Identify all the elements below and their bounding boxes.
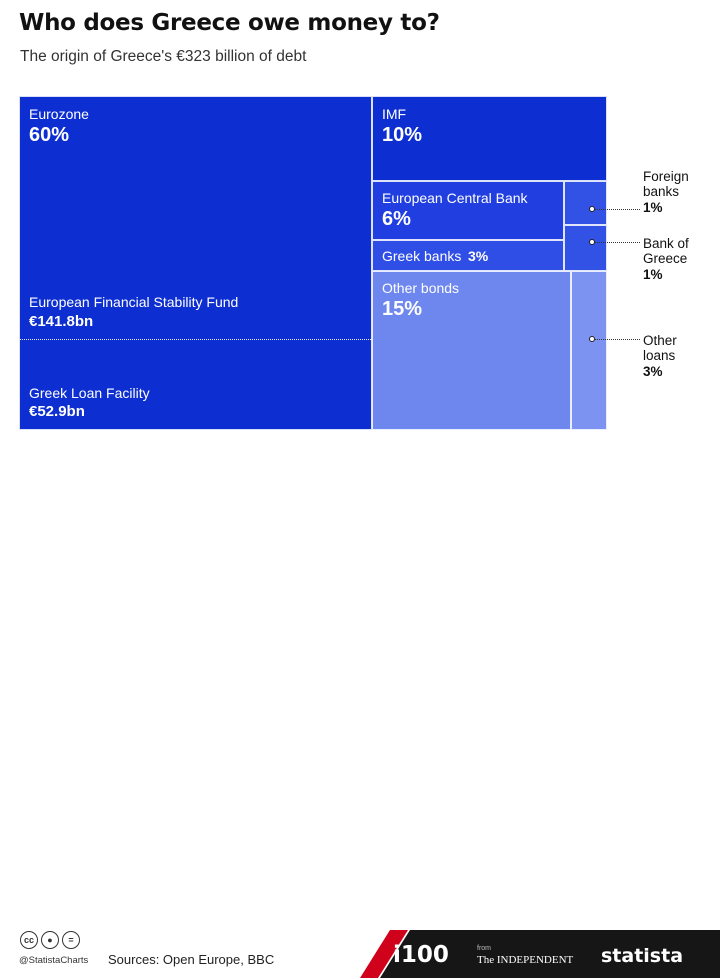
bank-of-greece-leader-dot <box>589 239 595 245</box>
cell-other-bonds <box>372 271 571 430</box>
cc-icon: cc <box>20 931 38 949</box>
other-loans-outside-label: Other loans 3% <box>643 333 677 379</box>
statista-logo[interactable]: statista <box>601 945 684 967</box>
chart-title: Who does Greece owe money to? <box>19 10 440 36</box>
efsf-label: European Financial Stability Fund <box>29 294 239 310</box>
other-bonds-percent: 15% <box>382 298 423 320</box>
imf-label: IMF <box>382 106 407 122</box>
other-loans-leader-dot <box>589 336 595 342</box>
cell-foreign-banks <box>564 181 607 225</box>
cell-european-central-bank <box>372 181 564 240</box>
eurozone-label: Eurozone <box>29 106 89 122</box>
cell-greek-banks <box>372 240 564 271</box>
other-bonds-label: Other bonds <box>382 280 460 296</box>
noderivs-icon: = <box>62 931 80 949</box>
cell-imf <box>372 96 607 181</box>
eurozone-divider <box>20 339 371 340</box>
eurozone-percent: 60% <box>29 124 70 146</box>
foreign-banks-percent: 1% <box>643 200 663 215</box>
treemap: Eurozone 60% European Financial Stability … <box>19 96 689 430</box>
imf-percent: 10% <box>382 124 423 146</box>
independent-logo[interactable]: The INDEPENDENT <box>477 954 574 966</box>
ecb-label: European Central Bank <box>382 190 528 206</box>
greek-banks-percent: 3% <box>468 248 489 264</box>
chart-subtitle: The origin of Greece's €323 billion of d… <box>20 48 307 65</box>
sources-text: Sources: Open Europe, BBC <box>108 952 275 967</box>
foreign-banks-outside-label: Foreign banks 1% <box>643 169 689 215</box>
bank-of-greece-leader-line <box>595 242 640 243</box>
ecb-percent: 6% <box>382 208 411 230</box>
foreign-banks-leader-line <box>595 209 640 210</box>
other-loans-percent: 3% <box>643 364 663 379</box>
by-icon: ● <box>41 931 59 949</box>
from-label: from <box>477 945 491 952</box>
cell-bank-of-greece <box>564 225 607 271</box>
bank-of-greece-outside-label: Bank of Greece 1% <box>643 236 689 282</box>
footer: cc ● = @StatistaCharts Sources: Open Eur… <box>0 465 720 978</box>
license-icons: cc ● = <box>20 931 80 949</box>
glf-label: Greek Loan Facility <box>29 385 150 401</box>
statista-handle: @StatistaCharts <box>19 955 89 966</box>
bank-of-greece-percent: 1% <box>643 267 663 282</box>
efsf-value: €141.8bn <box>29 313 94 330</box>
glf-value: €52.9bn <box>29 403 85 420</box>
foreign-banks-leader-dot <box>589 206 595 212</box>
greek-banks-label: Greek banks <box>382 248 462 264</box>
cell-eurozone <box>19 96 372 430</box>
cell-other-loans <box>571 271 607 430</box>
i100-logo[interactable]: i100 <box>393 942 449 968</box>
other-loans-leader-line <box>595 339 640 340</box>
